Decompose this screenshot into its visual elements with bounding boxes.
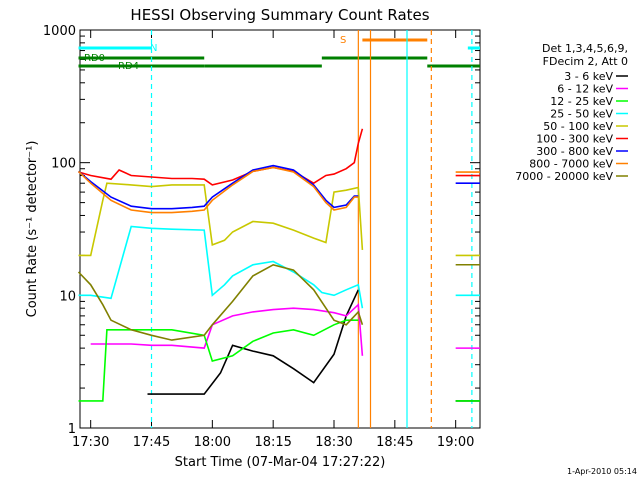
y-axis-label: Count Rate (s⁻¹ detector⁻¹)	[25, 141, 40, 318]
legend-label: 50 - 100 keV	[543, 120, 613, 133]
series-line-800-7000-kev	[77, 166, 359, 214]
x-tick-label: 17:30	[72, 435, 109, 450]
legend-label: 6 - 12 keV	[557, 83, 613, 96]
legend-header-line-2: FDecim 2, Att 0	[543, 55, 628, 68]
series-line-50-100-kev	[78, 182, 364, 257]
x-tick-label: 18:30	[315, 435, 352, 450]
series-line-6-12-kev	[90, 302, 364, 356]
flag-label-s: S	[340, 35, 346, 46]
event-lines	[150, 30, 473, 428]
flag-label-rd4: RD4	[118, 61, 139, 72]
series-line-7000-20000-kev	[77, 263, 364, 341]
axis-ticks: 17:30 17:45 18:00 18:15 18:30 18:45 19:00 1 10 10…	[43, 24, 480, 450]
y-tick-label: 1000	[43, 24, 76, 39]
footer-date: 1-Apr-2010 05:14	[567, 467, 637, 476]
legend-label: 25 - 50 keV	[550, 108, 613, 121]
legend-label: 3 - 6 keV	[564, 70, 613, 83]
flag-label-rd0: RD0	[84, 53, 105, 64]
series-line-3-6-kev	[147, 289, 360, 395]
legend-header-line-1: Det 1,3,4,5,6,9,	[542, 42, 628, 55]
flag-label-n: N	[150, 43, 157, 54]
y-tick-label: 100	[51, 157, 76, 172]
series-line-100-300-kev	[78, 128, 364, 186]
legend: Det 1,3,4,5,6,9, FDecim 2, Att 0 3 - 6 k…	[515, 42, 628, 183]
series-line-300-800-kev	[77, 164, 359, 210]
legend-label: 12 - 25 keV	[550, 95, 613, 108]
chart-title: HESSI Observing Summary Count Rates	[130, 6, 429, 24]
x-tick-label: 17:45	[133, 435, 170, 450]
legend-label: 100 - 300 keV	[536, 133, 613, 146]
x-tick-label: 18:00	[194, 435, 231, 450]
series-line-12-25-kev	[78, 319, 359, 402]
x-axis-label: Start Time (07-Mar-04 17:27:22)	[175, 455, 386, 470]
x-tick-label: 18:15	[254, 435, 291, 450]
plot-frame	[79, 29, 481, 429]
x-tick-label: 19:00	[437, 435, 474, 450]
flag-bars: N S RD0 RD4	[78, 35, 480, 72]
legend-label: 800 - 7000 keV	[529, 158, 613, 171]
y-tick-label: 1	[68, 422, 76, 437]
series-line-25-50-kev	[78, 225, 364, 309]
x-tick-label: 18:45	[376, 435, 413, 450]
series-lines	[77, 128, 480, 402]
legend-label: 7000 - 20000 keV	[515, 170, 613, 183]
y-tick-label: 10	[59, 289, 76, 304]
legend-label: 300 - 800 keV	[536, 145, 613, 158]
